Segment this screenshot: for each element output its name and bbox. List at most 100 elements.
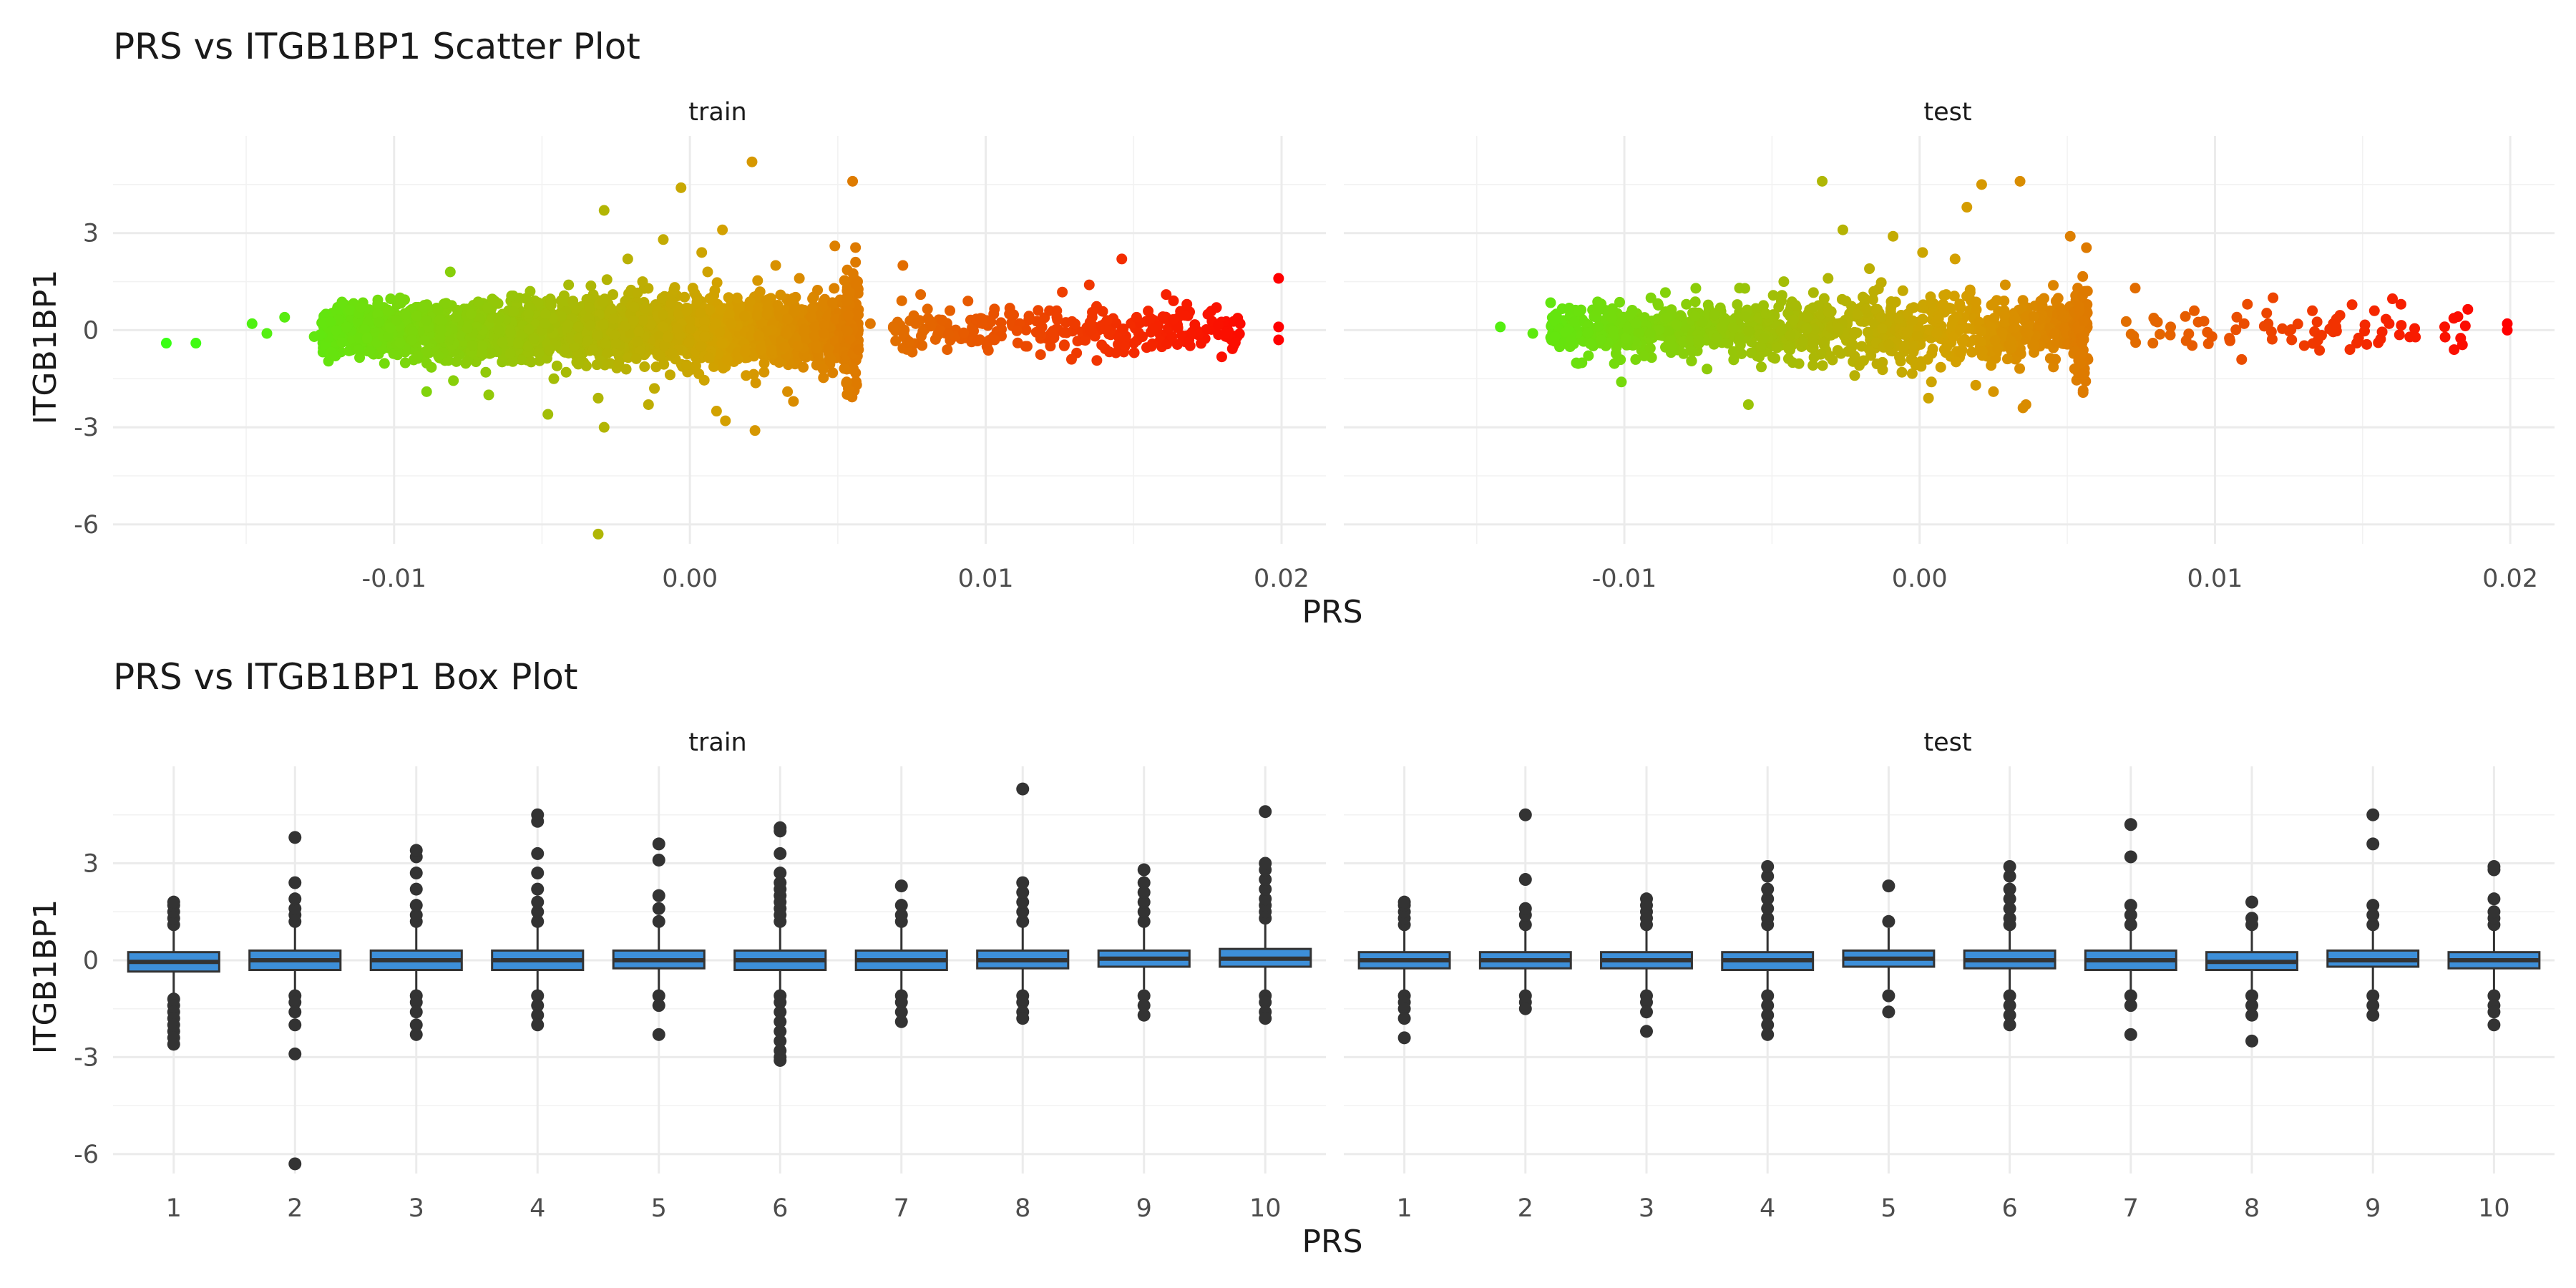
scatter-point	[781, 326, 792, 338]
box-outlier	[652, 1028, 665, 1041]
scatter-point	[1549, 331, 1561, 343]
scatter-point	[2263, 318, 2274, 329]
scatter-point	[809, 331, 821, 342]
scatter-point	[1964, 287, 1976, 298]
box-outlier	[409, 899, 423, 912]
scatter-point	[580, 360, 592, 371]
scatter-point	[504, 327, 516, 338]
scatter-point	[1096, 339, 1108, 351]
scatter-point	[915, 289, 927, 301]
scatter-point	[632, 336, 643, 348]
scatter-point	[1035, 349, 1046, 361]
scatter-point	[896, 295, 907, 306]
scatter-point	[2395, 298, 2406, 310]
scatter-point	[942, 344, 953, 356]
scatter-point	[1970, 379, 1981, 391]
box-outlier	[774, 1053, 787, 1067]
scatter-point	[731, 292, 743, 303]
box-outlier	[2124, 899, 2137, 912]
scatter-point	[2001, 353, 2013, 365]
scatter-point	[279, 311, 291, 323]
scatter-point	[504, 348, 516, 359]
scatter-point	[818, 328, 829, 339]
scatter-point	[541, 353, 552, 364]
scatter-point	[591, 359, 602, 371]
scatter-point	[1933, 313, 1944, 324]
scatter-point	[930, 333, 941, 345]
scatter-point	[683, 336, 695, 348]
scatter-point	[717, 224, 728, 235]
scatter-point	[1681, 298, 1692, 310]
box-outlier	[1882, 1005, 1896, 1019]
scatter-point	[1004, 308, 1015, 320]
scatter-point	[598, 421, 610, 433]
scatter-point	[551, 360, 562, 371]
scatter-point	[600, 338, 612, 350]
box-outlier	[1397, 1012, 1411, 1025]
scatter-point	[817, 364, 829, 375]
box-x-tick-label: 10	[2478, 1194, 2510, 1223]
box-outlier	[167, 1038, 180, 1051]
box-outlier	[2003, 882, 2016, 896]
scatter-point	[755, 344, 766, 356]
box-x-tick-label: 4	[530, 1194, 545, 1223]
scatter-point	[711, 406, 722, 417]
scatter-point	[1734, 332, 1745, 343]
scatter-point	[1833, 323, 1844, 334]
scatter-point	[2502, 324, 2513, 336]
scatter-point	[1083, 279, 1095, 291]
scatter-point	[1739, 311, 1750, 322]
scatter-point	[2439, 331, 2451, 343]
box-y-axis-label: ITGB1BP1	[27, 899, 64, 1055]
scatter-point	[695, 307, 706, 318]
scatter-point	[2077, 338, 2088, 349]
scatter-point	[890, 335, 902, 346]
scatter-point	[391, 315, 402, 326]
box-x-axis-label: PRS	[1302, 1224, 1362, 1260]
scatter-point	[1927, 343, 1938, 355]
scatter-point	[703, 352, 715, 364]
box-x-tick-label: 3	[1639, 1194, 1654, 1223]
scatter-point	[1742, 399, 1754, 410]
scatter-point	[672, 323, 683, 334]
scatter-point	[597, 296, 609, 308]
scatter-point	[2180, 311, 2191, 322]
scatter-point	[2028, 311, 2039, 322]
scatter-point	[2029, 339, 2040, 351]
box-outlier	[652, 853, 665, 867]
scatter-point	[750, 377, 761, 389]
scatter-point	[1894, 351, 1906, 363]
box-y-tick-label: 3	[83, 849, 99, 878]
scatter-point	[693, 369, 705, 380]
scatter-point	[532, 297, 544, 308]
scatter-point	[374, 316, 385, 328]
scatter-point	[608, 289, 619, 301]
scatter-point	[2035, 296, 2046, 307]
box-outlier	[652, 999, 665, 1013]
scatter-point	[1070, 318, 1081, 330]
scatter-point	[1941, 289, 1952, 301]
scatter-point	[2236, 353, 2248, 365]
scatter-point	[1551, 308, 1562, 320]
scatter-point	[1897, 285, 1908, 296]
scatter-point	[1976, 179, 1987, 190]
box-outlier	[2245, 912, 2258, 925]
scatter-point	[1931, 328, 1943, 339]
scatter-point	[623, 352, 634, 364]
scatter-point	[943, 328, 955, 339]
scatter-point	[739, 346, 751, 358]
scatter-point	[480, 366, 492, 378]
scatter-point	[847, 175, 859, 187]
scatter-point	[1802, 311, 1813, 323]
scatter-point	[2130, 337, 2142, 348]
scatter-point	[587, 344, 599, 356]
scatter-point	[738, 311, 750, 322]
scatter-point	[467, 340, 478, 351]
scatter-point	[483, 389, 494, 401]
scatter-point	[2052, 293, 2064, 304]
scatter-point	[699, 331, 711, 342]
box-facet-label-test: test	[1923, 728, 1971, 757]
scatter-point	[372, 298, 384, 310]
scatter-point	[1185, 328, 1196, 340]
